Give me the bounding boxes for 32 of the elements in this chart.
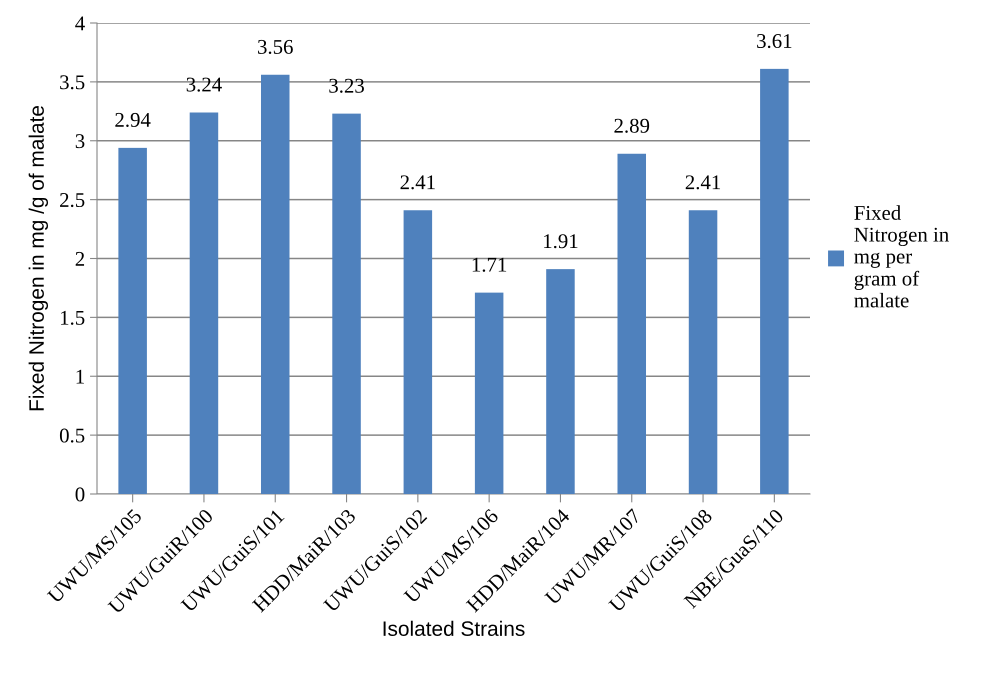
y-tick-label: 0.5: [60, 428, 84, 443]
data-label: 2.94: [115, 112, 151, 128]
bar: [332, 114, 361, 494]
data-label: 3.24: [186, 78, 222, 92]
data-label: 1.91: [544, 234, 578, 248]
legend-label: Fixed Nitrogen in mg per gram of malate: [854, 205, 949, 308]
data-label: 2.89: [614, 118, 650, 133]
bar: [260, 74, 290, 494]
y-tick-label: 4: [75, 16, 85, 30]
y-tick-label: 2.5: [60, 193, 84, 208]
bar: [404, 210, 432, 494]
bar: [474, 292, 504, 494]
y-tick-label: 2: [76, 252, 84, 266]
data-label: 2.41: [686, 175, 720, 190]
bar: [617, 154, 646, 494]
data-label: 2.41: [400, 175, 435, 190]
bar: [190, 112, 218, 494]
y-tick-label: 1: [76, 370, 84, 384]
y-tick-label: 3: [76, 134, 84, 148]
bar: [118, 148, 147, 494]
data-label: 3.23: [329, 78, 364, 93]
data-label: 3.56: [258, 40, 293, 54]
bar: [760, 68, 789, 494]
y-tick-label: 0: [76, 487, 84, 502]
data-label: 3.61: [757, 34, 792, 48]
bar: [688, 210, 718, 494]
bar: [546, 269, 575, 494]
y-tick-label: 3.5: [60, 75, 84, 90]
y-axis-title: Fixed Nitrogen in mg /g of malate: [28, 106, 48, 410]
y-tick-label: 1.5: [60, 310, 84, 325]
x-axis-title: Isolated Strains: [384, 620, 525, 636]
data-label: 1.71: [472, 258, 506, 272]
